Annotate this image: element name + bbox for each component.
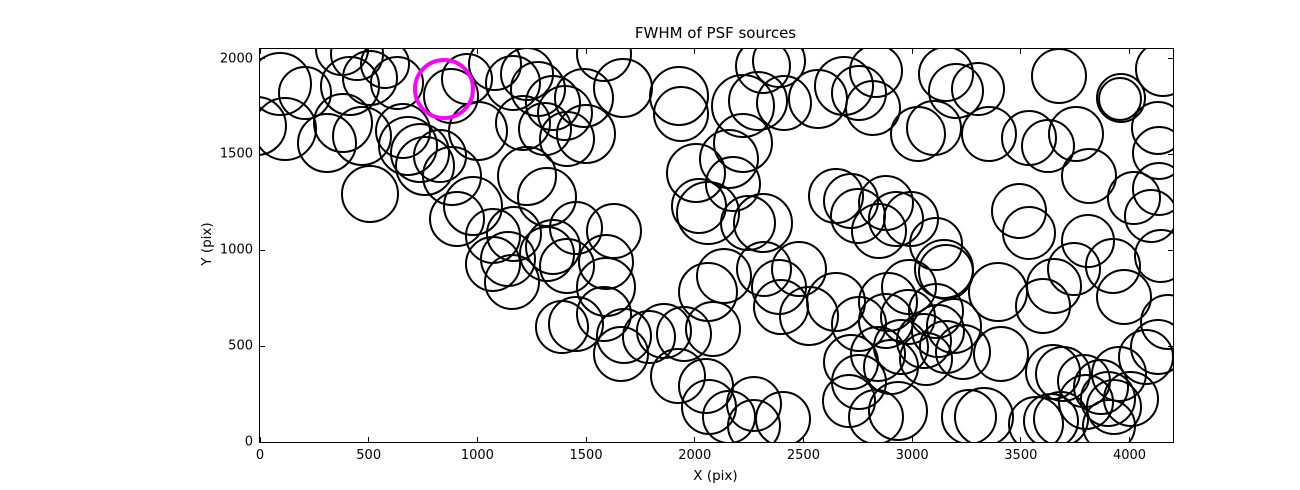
psf-source-circle <box>754 390 812 442</box>
y-tick-right <box>1168 441 1173 443</box>
x-tick-label: 3000 <box>895 448 929 463</box>
x-tick-top <box>368 49 370 54</box>
x-tick-label: 2000 <box>678 448 712 463</box>
psf-source-circle <box>848 389 905 442</box>
chart-title: FWHM of PSF sources <box>634 24 797 42</box>
x-tick-label: 3500 <box>1004 448 1038 463</box>
psf-source-circle <box>556 103 617 164</box>
x-tick-top <box>585 49 587 54</box>
y-tick-label: 1000 <box>219 242 253 258</box>
psf-source-circle <box>1081 399 1136 442</box>
x-tick-bottom <box>1020 437 1022 442</box>
psf-source-circle <box>653 85 710 143</box>
y-tick-right <box>1168 153 1173 155</box>
x-tick-top <box>259 49 261 54</box>
x-tick-bottom <box>694 437 696 442</box>
x-axis-label: X (pix) <box>693 468 738 484</box>
x-tick-top <box>911 49 913 54</box>
y-tick-label: 500 <box>228 338 253 354</box>
x-tick-label: 0 <box>255 448 265 463</box>
y-tick-left <box>260 345 265 347</box>
y-tick-right <box>1168 345 1173 347</box>
x-tick-bottom <box>476 437 478 442</box>
x-tick-bottom <box>911 437 913 442</box>
x-tick-label: 1000 <box>460 448 494 463</box>
x-tick-label: 1500 <box>569 448 603 463</box>
y-axis-label: Y (pix) <box>199 222 215 266</box>
x-tick-bottom <box>1129 437 1131 442</box>
psf-source-circle <box>1060 148 1117 205</box>
psf-source-circle <box>695 247 752 305</box>
x-tick-top <box>1129 49 1131 54</box>
psf-source-circle <box>341 165 399 223</box>
psf-source-circle <box>1134 229 1173 283</box>
x-tick-bottom <box>368 437 370 442</box>
psf-source-circle <box>973 325 1030 383</box>
y-tick-left <box>260 249 265 251</box>
y-tick-left <box>260 153 265 155</box>
y-tick-label: 0 <box>244 434 253 450</box>
x-tick-bottom <box>585 437 587 442</box>
psf-source-circle <box>889 105 947 162</box>
y-tick-right <box>1168 58 1173 60</box>
x-tick-label: 4000 <box>1112 448 1147 463</box>
psf-source-circle <box>1030 49 1087 105</box>
y-tick-label: 1500 <box>219 146 253 162</box>
y-tick-left <box>260 441 265 443</box>
x-tick-label: 2500 <box>786 448 820 463</box>
psf-source-circle <box>953 387 1014 442</box>
highlighted-source-circle <box>412 57 475 121</box>
psf-source-circle <box>684 301 742 358</box>
x-tick-top <box>1020 49 1022 54</box>
psf-source-circle <box>1096 73 1147 124</box>
y-tick-right <box>1168 249 1173 251</box>
psf-source-circle <box>483 253 540 310</box>
x-tick-label: 500 <box>356 448 382 463</box>
x-tick-top <box>476 49 478 54</box>
x-tick-top <box>802 49 804 54</box>
psf-source-circle <box>1098 77 1142 121</box>
psf-source-circle <box>844 80 902 137</box>
plot-frame: 0 500 1000 1500 2000 2500 3000 3500 4000 0 500 1000… <box>220 48 1174 463</box>
x-tick-top <box>694 49 696 54</box>
x-tick-bottom <box>802 437 804 442</box>
psf-source-circle <box>1001 206 1056 260</box>
y-tick-label: 2000 <box>219 51 253 67</box>
x-tick-bottom <box>259 437 261 442</box>
psf-source-circle <box>850 203 907 260</box>
psf-source-circle <box>1095 269 1152 326</box>
psf-source-circle <box>670 177 727 235</box>
y-tick-left <box>260 58 265 60</box>
plot-area <box>260 49 1173 442</box>
